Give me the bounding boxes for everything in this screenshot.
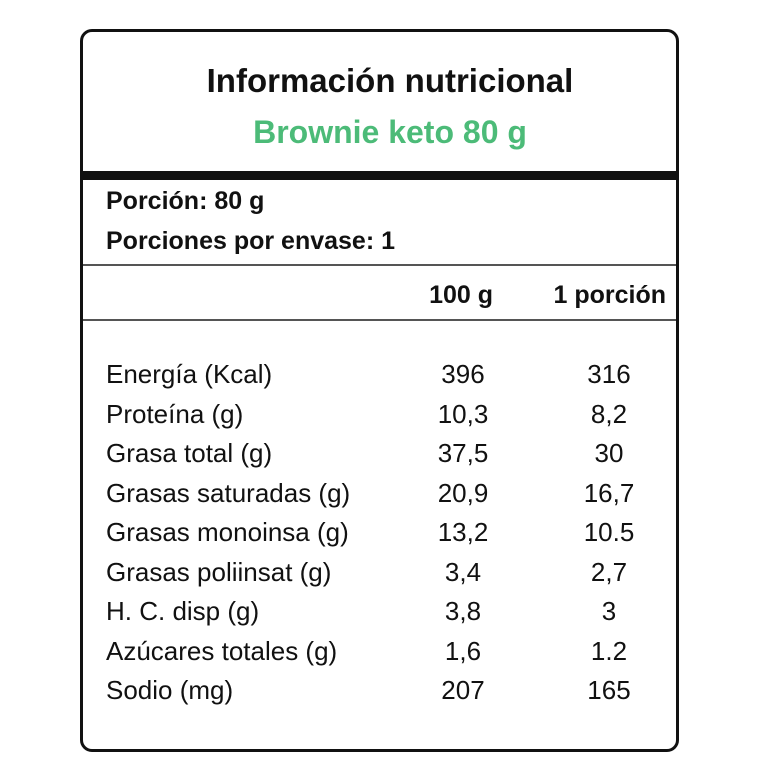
title: Información nutricional [206,62,574,99]
value-per-100g: 1,6 [444,635,482,666]
serving-size: Porción: 80 g [106,187,265,215]
value-per-100g: 10,3 [437,398,489,429]
nutrient-name: Grasas monoinsa (g) [106,517,349,547]
nutrient-name: Sodio (mg) [106,675,234,705]
servings-per-container: Porciones por envase: 1 [106,227,396,255]
nutrient-name: Energía (Kcal) [106,359,273,389]
divider [83,171,676,180]
value-per-100g: 3,4 [444,556,482,587]
value-per-portion: 8,2 [590,398,628,429]
nutrient-name: Grasa total (g) [106,438,273,468]
label-frame [80,29,679,752]
subtitle: Brownie keto 80 g [253,114,527,150]
value-per-portion: 165 [587,675,631,705]
value-per-portion: 30 [594,438,624,468]
value-per-portion: 3 [601,596,617,626]
nutrient-name: Azúcares totales (g) [106,635,338,666]
value-per-100g: 20,9 [437,477,489,508]
divider [83,319,676,321]
nutrient-name: Proteína (g) [106,398,244,429]
value-per-100g: 37,5 [437,438,489,468]
value-per-100g: 207 [441,675,485,705]
column-header: 1 porción [553,281,666,309]
value-per-portion: 316 [587,359,631,389]
divider [83,264,676,266]
nutrient-name: Grasas saturadas (g) [106,477,351,508]
nutrient-name: Grasas poliinsat (g) [106,556,332,587]
value-per-portion: 1.2 [590,635,628,666]
value-per-100g: 396 [441,359,485,389]
value-per-100g: 3,8 [444,596,482,626]
value-per-portion: 10.5 [583,517,635,547]
column-header: 100 g [429,281,493,309]
nutrient-name: H. C. disp (g) [106,596,260,626]
value-per-portion: 2,7 [590,556,628,587]
value-per-100g: 13,2 [437,517,489,547]
value-per-portion: 16,7 [583,477,635,508]
